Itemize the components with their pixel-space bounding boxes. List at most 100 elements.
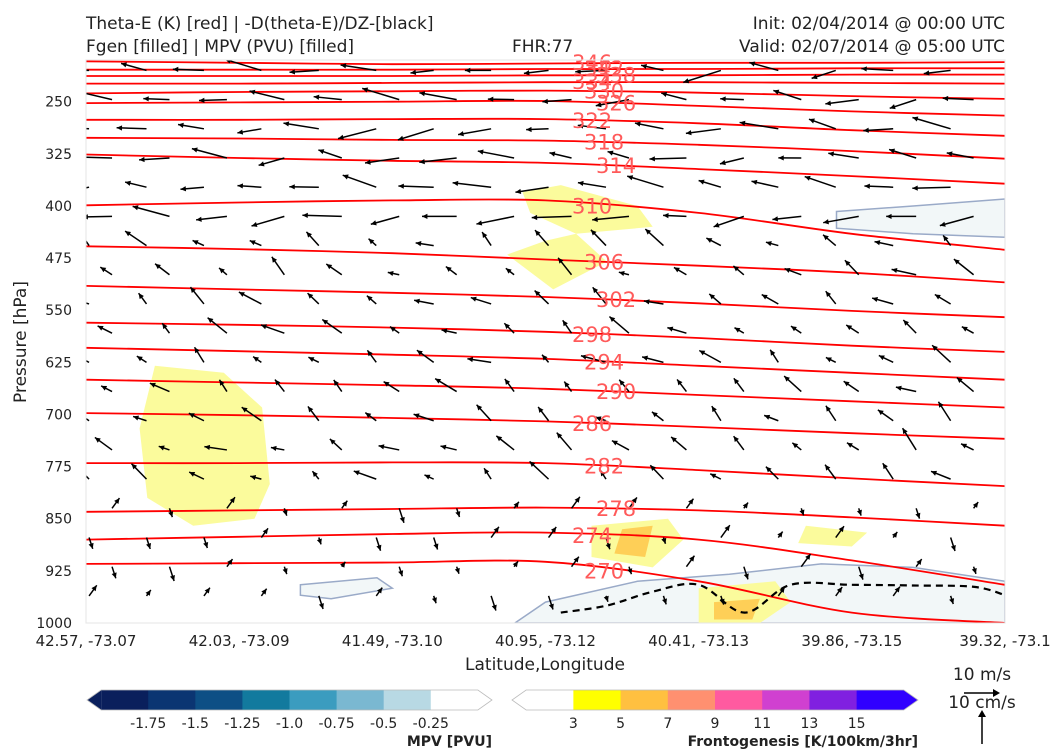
wind-vector [361, 87, 400, 101]
theta-e-contour-342 [86, 67, 1005, 71]
wind-arrowhead [575, 68, 581, 75]
wind-arrowhead [435, 378, 442, 384]
wind-arrowhead [274, 379, 281, 386]
mpv-colorbar-swatch [195, 690, 243, 710]
wind-arrowhead [383, 381, 390, 387]
dtheta-e-dz-contour [560, 581, 1005, 614]
wind-ref-horizontal-label: 10 m/s [953, 665, 1011, 685]
wind-arrowhead [491, 604, 497, 611]
wind-arrowhead [365, 412, 372, 418]
wind-arrowhead [132, 205, 139, 211]
wind-arrowhead [74, 154, 79, 159]
wind-arrowhead [719, 160, 726, 166]
wind-arrowhead [504, 378, 511, 385]
wind-arrowhead [251, 221, 258, 227]
theta-e-contour-290 [86, 378, 1005, 409]
wind-arrowhead [416, 350, 423, 356]
wind-vector [364, 157, 400, 164]
theta-e-contour-302 [86, 285, 1005, 319]
wind-arrowhead [431, 597, 437, 604]
wind-arrowhead [340, 561, 346, 568]
wind-arrowhead [162, 323, 168, 330]
wind-arrowhead [86, 214, 88, 220]
wind-arrowhead [611, 440, 618, 446]
wind-arrowhead [57, 68, 62, 73]
forecast-hour: FHR:77 [512, 37, 574, 57]
wind-vector [342, 174, 377, 188]
init-time: Init: 02/04/2014 @ 00:00 UTC [752, 14, 1005, 34]
wind-arrowhead [889, 148, 896, 154]
mpv-colorbar-swatch [242, 690, 290, 710]
wind-vector [683, 69, 722, 84]
wind-arrowhead [399, 516, 405, 523]
fgen-colorbar-swatch [526, 690, 574, 710]
y-tick-850: 850 [45, 512, 72, 528]
wind-arrowhead [713, 222, 720, 228]
wind-arrowhead [574, 496, 580, 503]
wind-arrowhead [823, 234, 829, 241]
mpv-colorbar-swatch [383, 690, 432, 710]
wind-arrowhead [772, 216, 779, 222]
theta-e-label-338: 338 [596, 63, 636, 87]
theta-e-label-290: 290 [596, 380, 636, 404]
wind-arrowhead [493, 526, 499, 533]
y-tick-625: 625 [45, 355, 72, 371]
wind-arrowhead [139, 156, 145, 163]
wind-vector [685, 128, 721, 135]
mpv-colorbar-swatch [430, 690, 479, 710]
wind-arrowhead [743, 573, 749, 580]
wind-vector [249, 90, 285, 101]
wind-arrowhead [91, 585, 97, 592]
wind-arrowhead [526, 126, 532, 133]
wind-arrowhead [424, 474, 431, 480]
y-tick-925: 925 [45, 564, 72, 580]
wind-vector [337, 128, 377, 140]
wind-arrowhead [505, 268, 512, 274]
wind-arrowhead [889, 104, 896, 110]
wind-arrowhead [932, 345, 938, 351]
wind-arrowhead [512, 561, 519, 568]
fgen-colorbar-tick: 5 [616, 716, 625, 732]
wind-arrowhead [88, 542, 94, 549]
fgen-colorbar-swatch [667, 690, 716, 710]
wind-arrowhead [149, 382, 156, 388]
wind-arrowhead [946, 151, 953, 157]
wind-arrowhead [856, 509, 862, 516]
wind-arrowhead [662, 598, 668, 605]
fgen-colorbar-tick: 15 [848, 716, 866, 732]
theta-e-label-298: 298 [572, 323, 612, 347]
mpv-colorbar-tick: -1.25 [224, 716, 260, 732]
wind-vector [825, 98, 859, 105]
wind-arrowhead [894, 586, 900, 593]
wind-arrowhead [250, 475, 257, 481]
wind-arrowhead [706, 238, 713, 243]
fgen-colorbar-max-extend [903, 690, 918, 710]
theta-e-label-302: 302 [596, 288, 636, 312]
wind-arrowhead [790, 326, 797, 332]
theta-e-contour-326 [86, 99, 1005, 117]
wind-arrowhead [733, 265, 740, 272]
wind-arrowhead [227, 559, 233, 565]
wind-arrowhead [504, 323, 510, 329]
wind-arrowhead [476, 220, 483, 226]
wind-vector [397, 128, 434, 141]
wind-arrowhead [846, 442, 853, 448]
wind-arrowhead [237, 129, 244, 135]
wind-arrowhead [592, 216, 598, 222]
fgen-region-6 [714, 598, 760, 620]
wind-arrowhead [846, 324, 853, 331]
wind-arrowhead [389, 326, 396, 332]
wind-arrowhead [734, 327, 741, 333]
theta-e-label-286: 286 [572, 412, 612, 436]
wind-arrowhead [778, 155, 784, 161]
wind-arrowhead [65, 188, 71, 193]
theta-e-label-342: 342 [584, 57, 624, 81]
wind-vector [476, 215, 515, 225]
wind-arrowhead [972, 502, 979, 508]
theta-e-label-278: 278 [596, 497, 636, 521]
wind-arrowhead [100, 267, 107, 273]
wind-arrowhead [496, 435, 503, 442]
y-tick-325: 325 [45, 147, 72, 163]
wind-arrowhead [711, 406, 717, 413]
